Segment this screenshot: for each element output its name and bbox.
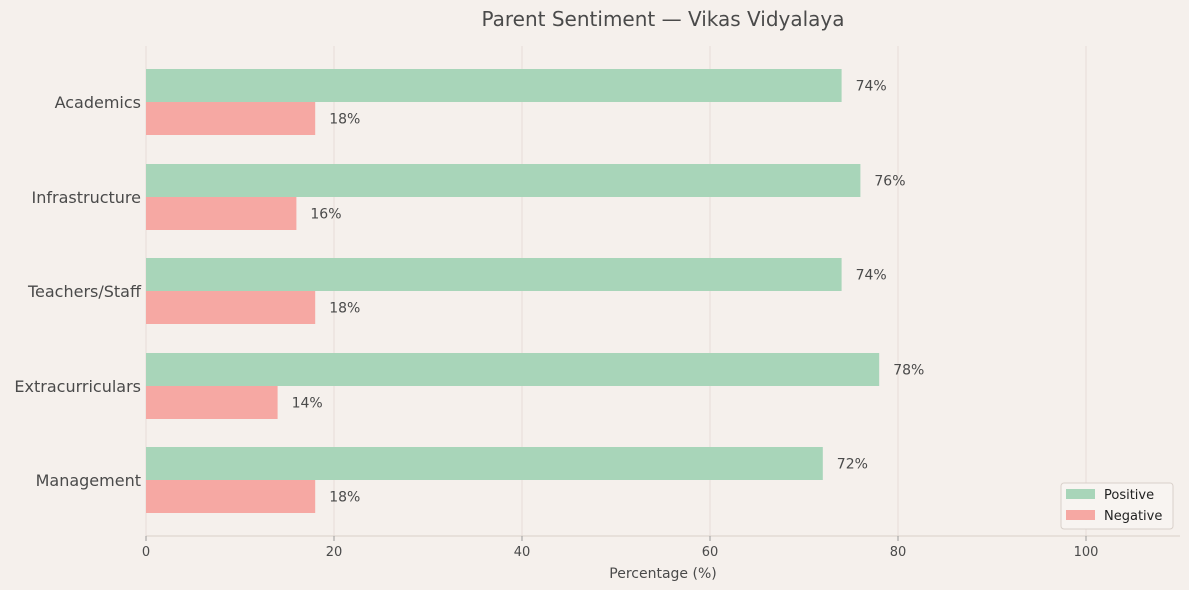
bar-negative-1 xyxy=(146,197,297,230)
bar-positive-1 xyxy=(146,164,861,197)
category-label-3: Extracurriculars xyxy=(14,377,141,396)
legend-label-positive: Positive xyxy=(1104,488,1154,503)
bar-negative-2 xyxy=(146,291,316,324)
bar-positive-4 xyxy=(146,447,823,480)
category-label-1: Infrastructure xyxy=(32,188,141,207)
data-label-positive-3: 78% xyxy=(893,363,924,379)
x-tick-label-2: 40 xyxy=(514,545,531,560)
data-label-negative-1: 16% xyxy=(310,207,341,223)
bar-negative-0 xyxy=(146,102,316,135)
bar-negative-4 xyxy=(146,480,316,513)
x-tick-label-5: 100 xyxy=(1074,545,1099,560)
data-label-negative-4: 18% xyxy=(329,490,360,506)
chart-title: Parent Sentiment — Vikas Vidyalaya xyxy=(481,7,844,31)
legend-swatch-negative xyxy=(1066,510,1095,520)
x-tick-label-0: 0 xyxy=(142,545,150,560)
data-label-positive-2: 74% xyxy=(856,268,887,284)
data-label-positive-1: 76% xyxy=(874,174,905,190)
legend-label-negative: Negative xyxy=(1104,509,1162,524)
category-label-2: Teachers/Staff xyxy=(27,282,142,301)
bar-negative-3 xyxy=(146,386,278,419)
data-label-positive-0: 74% xyxy=(856,79,887,95)
data-label-negative-0: 18% xyxy=(329,112,360,128)
bars xyxy=(146,69,880,513)
x-tick-label-3: 60 xyxy=(702,545,719,560)
x-tick-label-1: 20 xyxy=(326,545,343,560)
x-tick-label-4: 80 xyxy=(890,545,907,560)
x-axis-title: Percentage (%) xyxy=(609,566,716,582)
data-label-negative-3: 14% xyxy=(292,396,323,412)
legend-swatch-positive xyxy=(1066,489,1095,499)
data-labels: 74% 18% 76% 16% 74% 18% 78% 14% 72% 18% xyxy=(292,79,925,506)
bar-positive-0 xyxy=(146,69,842,102)
data-label-positive-4: 72% xyxy=(837,457,868,473)
category-labels: Academics Infrastructure Teachers/Staff Ext… xyxy=(14,93,142,490)
category-label-0: Academics xyxy=(55,93,141,112)
category-label-4: Management xyxy=(36,471,141,490)
bar-positive-2 xyxy=(146,258,842,291)
x-ticks: 0 20 40 60 80 100 xyxy=(142,536,1099,560)
legend: Positive Negative xyxy=(1060,482,1174,530)
data-label-negative-2: 18% xyxy=(329,301,360,317)
bar-positive-3 xyxy=(146,353,880,386)
